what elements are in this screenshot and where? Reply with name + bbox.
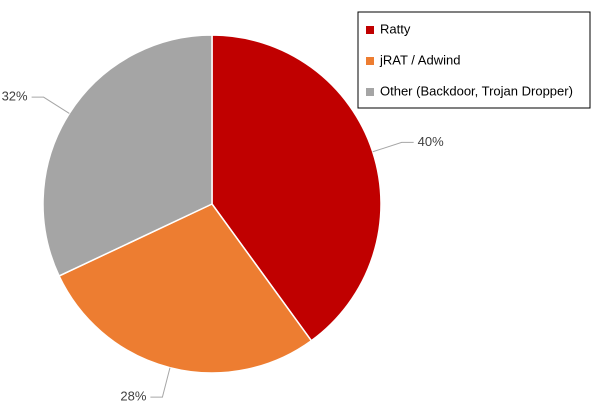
legend-label: Ratty — [380, 21, 411, 36]
leader-line — [372, 141, 414, 153]
leader-line — [31, 96, 70, 114]
legend-box — [357, 11, 591, 109]
legend-label: Other (Backdoor, Trojan Dropper) — [380, 83, 573, 98]
data-label: 28% — [120, 389, 146, 404]
data-label: 32% — [2, 89, 28, 104]
legend-swatch — [366, 88, 374, 96]
legend-swatch — [366, 57, 374, 65]
leader-line — [150, 367, 171, 398]
legend-label: jRAT / Adwind — [379, 52, 460, 67]
data-label: 40% — [418, 134, 444, 149]
legend-swatch — [366, 26, 374, 34]
